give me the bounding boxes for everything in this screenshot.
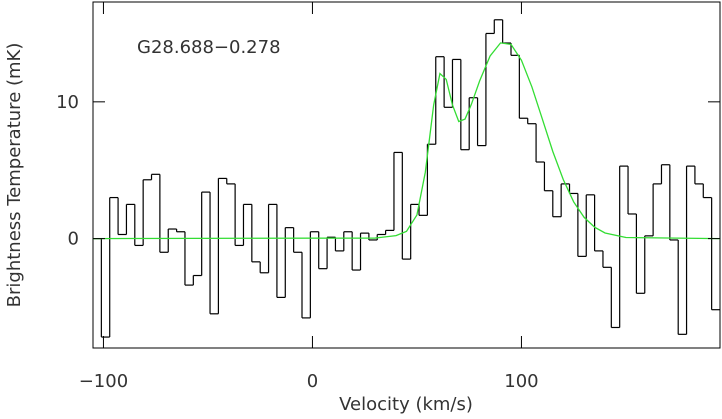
plot-area bbox=[93, 19, 720, 338]
x-tick-label: 100 bbox=[504, 371, 538, 392]
x-tick-label: 0 bbox=[307, 371, 318, 392]
x-tick-label: −100 bbox=[79, 371, 128, 392]
x-axis-label: Velocity (km/s) bbox=[339, 394, 473, 415]
plot-frame bbox=[92, 1, 721, 349]
fit-line bbox=[93, 42, 720, 240]
spectrum-step-connector bbox=[100, 19, 713, 338]
y-tick-label: 0 bbox=[68, 229, 79, 250]
annotation: G28.688−0.278 bbox=[137, 37, 281, 58]
y-tick-label: 10 bbox=[56, 92, 79, 113]
y-axis-label: Brightness Temperature (mK) bbox=[4, 43, 25, 308]
